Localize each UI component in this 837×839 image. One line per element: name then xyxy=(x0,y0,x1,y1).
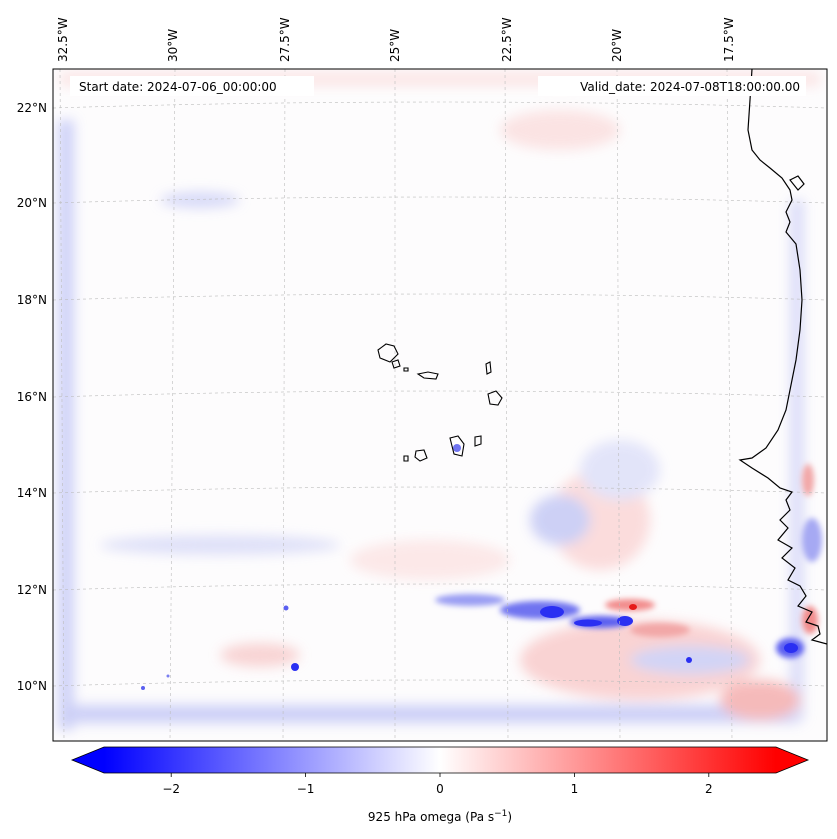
map-frame xyxy=(52,68,828,742)
start-date-label: Start date: 2024-07-06_00:00:00 xyxy=(79,80,277,94)
colorbar-label-main: 925 hPa omega (Pa s xyxy=(368,810,494,824)
colorbar-label-sup: −1 xyxy=(494,809,507,819)
lon-label-25w: 25°W xyxy=(388,29,402,62)
island-sal xyxy=(485,361,492,375)
lat-label-16n: 16°N xyxy=(17,390,47,404)
island-maio xyxy=(474,435,482,447)
colorbar-ticks: −2 −1 0 1 2 xyxy=(162,773,713,796)
lat-label-14n: 14°N xyxy=(17,486,47,500)
map-panel: Start date: 2024-07-06_00:00:00 Valid_da… xyxy=(53,69,827,741)
lat-label-22n: 22°N xyxy=(17,101,47,115)
longitude-labels: 32.5°W 30°W 27.5°W 25°W 22.5°W 20°W 17.5… xyxy=(56,17,736,62)
colorbar-label-end: ) xyxy=(507,810,512,824)
colorbar-extend-high xyxy=(776,747,808,773)
colorbar-tick-label: 2 xyxy=(705,782,713,796)
valid-date-label: Valid_date: 2024-07-08T18:00:00.00 xyxy=(580,80,800,94)
lat-label-10n: 10°N xyxy=(17,679,47,693)
lat-label-18n: 18°N xyxy=(17,293,47,307)
colorbar-tick-label: −2 xyxy=(162,782,180,796)
colorbar: −2 −1 0 1 2 925 hPa omega (Pa s−1) xyxy=(70,746,810,824)
coastlines xyxy=(738,69,827,645)
lon-label-22-5w: 22.5°W xyxy=(500,17,514,62)
lon-label-20w: 20°W xyxy=(610,29,624,62)
lon-label-17-5w: 17.5°W xyxy=(722,17,736,62)
latitude-labels: 22°N 20°N 18°N 16°N 14°N 12°N 10°N xyxy=(17,101,47,693)
lon-label-30w: 30°W xyxy=(166,29,180,62)
colorbar-tick-label: 0 xyxy=(436,782,444,796)
lat-label-20n: 20°N xyxy=(17,196,47,210)
valid-date-box xyxy=(538,76,806,96)
colorbar-label: 925 hPa omega (Pa s−1) xyxy=(368,809,512,824)
graticule xyxy=(53,69,827,741)
island-santiago xyxy=(449,435,465,457)
start-date-box xyxy=(70,76,314,96)
colorbar-extend-low xyxy=(72,747,104,773)
lat-label-12n: 12°N xyxy=(17,583,47,597)
omega-field xyxy=(58,72,822,730)
island-brava xyxy=(403,455,409,462)
lon-label-32-5w: 32.5°W xyxy=(56,17,70,62)
island-sao-vicente xyxy=(391,359,401,369)
island-fogo xyxy=(414,449,428,462)
colorbar-tick-label: −1 xyxy=(297,782,315,796)
colorbar-outline xyxy=(70,746,810,774)
coast-islet xyxy=(789,175,805,191)
cape-verde-islands xyxy=(377,343,503,462)
island-boa-vista xyxy=(487,390,503,406)
colorbar-tick-label: 1 xyxy=(571,782,579,796)
island-santo-antao xyxy=(377,343,399,363)
colorbar-body xyxy=(104,747,776,773)
lon-label-27-5w: 27.5°W xyxy=(278,17,292,62)
island-santa-luzia xyxy=(403,367,409,372)
africa-coastline xyxy=(738,69,827,645)
island-sao-nicolau xyxy=(416,371,439,380)
